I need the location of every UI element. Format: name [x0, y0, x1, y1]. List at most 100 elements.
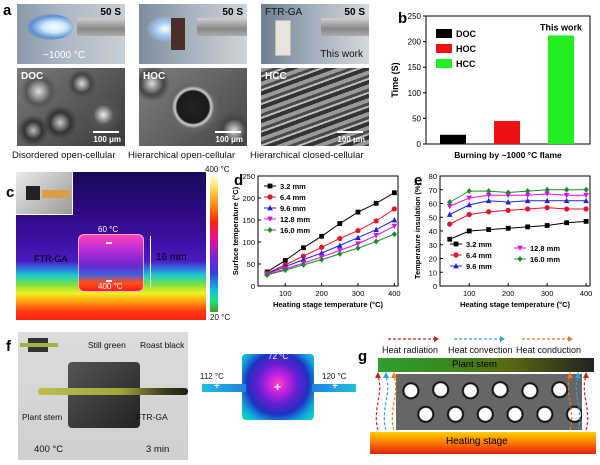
thermal-stem-left — [202, 384, 246, 392]
y-tick-label: 0 — [251, 282, 255, 291]
arrowhead — [391, 372, 397, 378]
data-point — [319, 244, 325, 250]
data-point — [466, 211, 472, 218]
legend-label: 9.6 mm — [466, 262, 492, 271]
bar-hcc — [548, 35, 574, 144]
data-point — [391, 223, 398, 230]
series-line-0 — [266, 192, 395, 273]
legend-heat-radiation — [388, 336, 439, 342]
data-point — [318, 250, 325, 256]
panel-letter-c: c — [6, 184, 15, 201]
data-point — [524, 192, 531, 199]
sample-block — [275, 20, 291, 56]
data-point — [466, 201, 473, 208]
scale-bar — [215, 131, 241, 133]
sem-image-doc: DOC 100 μm — [17, 68, 125, 146]
data-point — [525, 224, 531, 230]
data-point — [564, 206, 570, 212]
y-tick-label: 150 — [242, 216, 255, 225]
arrowhead — [575, 372, 581, 378]
time-label: 3 min — [146, 444, 170, 455]
series-line-1 — [266, 208, 395, 274]
heat-arrows — [375, 372, 589, 431]
heating-stage-bar — [370, 432, 596, 454]
y-tick-label: 50 — [429, 213, 437, 222]
series-line-2 — [449, 200, 587, 215]
data-point — [486, 227, 492, 233]
sample-block — [171, 18, 185, 50]
thickness-arrow — [150, 236, 151, 288]
data-point — [355, 209, 361, 215]
panel-letter-b: b — [398, 10, 408, 27]
legend-heat-conduction-label: Heat conduction — [516, 345, 582, 355]
arrowhead — [375, 372, 381, 378]
plant-stem-bar-label: Plant stem — [452, 359, 497, 370]
chart-b: 0 50 100 150 200 250 Time (S) Burning by ~1000 … — [390, 12, 591, 160]
thermal-cross-right: + — [332, 381, 338, 392]
x-tick-label: 400 — [388, 289, 401, 298]
legend-label: 3.2 mm — [280, 182, 306, 191]
data-point — [337, 221, 343, 226]
sem-image-hoc: HOC 100 μm — [139, 68, 247, 146]
series-line-1 — [449, 207, 587, 225]
y-tick-label: 50 — [247, 260, 255, 269]
sem-caption-hcc: Hierarchical closed-cellular — [250, 150, 364, 161]
panel-letter-e: e — [414, 172, 423, 189]
y-tick-label: 60 — [429, 200, 437, 209]
photo-time: 50 S — [344, 7, 365, 18]
scale-bar — [337, 131, 363, 133]
data-point — [505, 189, 511, 196]
y-tick-label: 250 — [242, 172, 255, 181]
data-point — [583, 197, 589, 204]
legend-label: 16.0 mm — [530, 255, 560, 264]
plot-frame — [257, 175, 399, 287]
data-point — [525, 206, 531, 212]
data-point — [373, 226, 379, 233]
y-tick-label: 40 — [429, 227, 437, 236]
top-temp-label: 60 °C — [98, 225, 119, 234]
series-line-3 — [449, 193, 587, 207]
sem-caption-doc: Disordered open-cellular — [12, 150, 116, 161]
thermal-image-c: 60 °C 400 °C FTR-GA 16 mm — [16, 172, 206, 320]
legend-label: HOC — [456, 44, 477, 54]
still-green-label: Still green — [88, 340, 126, 350]
data-point — [583, 186, 589, 193]
series-line-4 — [266, 233, 395, 276]
x-tick-label: 400 — [580, 289, 593, 298]
y-axis-label: Temperature insulation (%) — [413, 182, 422, 279]
data-point — [355, 245, 361, 252]
sem-caption-hoc: Hierarchical open-cellular — [128, 150, 236, 161]
data-point — [373, 238, 379, 245]
arrowhead — [567, 372, 573, 378]
sem-scale-text: 100 μm — [215, 135, 243, 144]
x-tick-label: 100 — [279, 289, 292, 298]
flame-photo-hoc: 50 S — [139, 4, 247, 64]
y-tick-label: 100 — [242, 238, 255, 247]
data-point — [447, 221, 453, 227]
sem-label: DOC — [21, 71, 44, 82]
y-tick-label: 0 — [433, 282, 437, 291]
thermal-stem-right — [312, 384, 356, 392]
data-point — [446, 211, 453, 217]
bottom-temp-marker — [106, 280, 112, 282]
data-point — [373, 218, 379, 224]
data-point — [300, 261, 307, 268]
data-point — [337, 247, 343, 254]
data-point — [267, 205, 273, 211]
data-point — [485, 192, 492, 199]
panel-letter-d: d — [234, 172, 244, 189]
data-point — [505, 192, 511, 199]
sem-scale-text: 100 μm — [337, 135, 365, 144]
legend-swatch — [436, 59, 452, 68]
convection-arrow-left — [383, 375, 389, 431]
sem-label: HOC — [143, 71, 166, 82]
data-point — [337, 250, 343, 257]
data-point — [300, 253, 307, 259]
series-line-2 — [266, 219, 395, 275]
y-tick-label: 70 — [429, 186, 437, 195]
y-tick-label: 10 — [429, 268, 437, 277]
legend-heat-conduction — [522, 336, 573, 342]
data-point — [544, 197, 550, 204]
arrowhead — [583, 372, 589, 378]
legend-label: HCC — [456, 59, 476, 69]
